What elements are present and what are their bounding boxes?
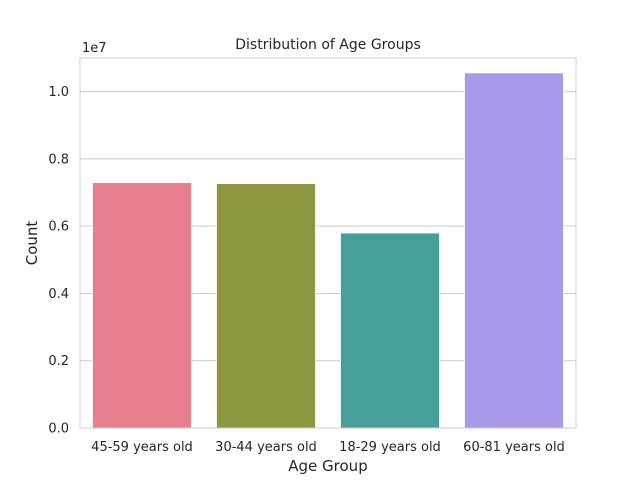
x-tick-label: 18-29 years old (339, 440, 441, 455)
y-tick-label: 0.0 (48, 422, 69, 437)
x-axis-label: Age Group (288, 457, 367, 475)
y-axis-label: Count (23, 221, 41, 266)
x-axis-ticks: 45-59 years old 30-44 years old 18-29 year… (91, 440, 565, 455)
bar (339, 232, 441, 429)
plot-frame (79, 57, 577, 429)
y-tick-label: 0.8 (48, 152, 69, 167)
bar-layer (91, 72, 565, 429)
y-axis-ticks: 0.0 0.2 0.4 0.6 0.8 1.0 (48, 85, 69, 436)
y-offset-label: 1e7 (82, 41, 107, 56)
bar (91, 181, 193, 429)
bar (463, 72, 565, 429)
y-tick-label: 0.6 (48, 220, 69, 235)
y-tick-label: 0.2 (48, 354, 69, 369)
x-tick-label: 30-44 years old (215, 440, 317, 455)
y-tick-label: 0.4 (48, 287, 69, 302)
x-tick-label: 60-81 years old (463, 440, 565, 455)
x-tick-label: 45-59 years old (91, 440, 193, 455)
chart-title: Distribution of Age Groups (235, 37, 421, 53)
y-tick-label: 1.0 (48, 85, 69, 100)
bar (215, 182, 317, 429)
